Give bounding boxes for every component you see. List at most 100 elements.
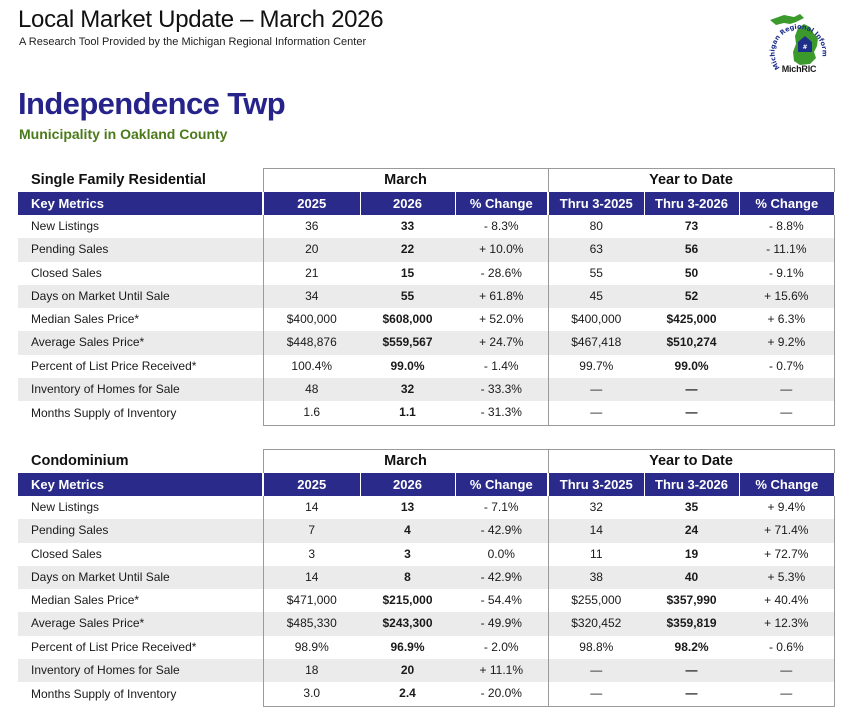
march-change-cell: - 7.1% xyxy=(455,496,549,520)
table-row: Percent of List Price Received* 100.4% 99.… xyxy=(18,354,835,379)
march-2026-cell: $215,000 xyxy=(382,593,433,608)
group-header-row: Condominium March Year to Date xyxy=(18,449,835,473)
section-label: Condominium xyxy=(18,449,263,473)
ytd-2025-cell: — xyxy=(548,682,645,707)
col-thru-2026: Thru 3-2026 xyxy=(643,473,740,496)
metric-name-cell: Inventory of Homes for Sale xyxy=(18,659,263,683)
metric-name-cell: New Listings xyxy=(31,219,100,233)
table-row: Average Sales Price* $485,330 $243,300- 49… xyxy=(18,612,835,636)
march-2026-cell: 8 xyxy=(360,565,455,590)
metric-name-cell: Pending Sales xyxy=(18,238,263,262)
table-row: Percent of List Price Received* 98.9% 96.9… xyxy=(18,635,835,660)
march-change-cell: - 42.9% xyxy=(455,519,549,543)
logo-brand-text: MichRIC xyxy=(781,64,817,74)
march-2026-cell: 13 xyxy=(400,500,415,514)
ytd-2025-cell: $320,452 xyxy=(548,612,645,636)
metric-name-cell: Closed Sales xyxy=(31,265,102,280)
ytd-2026-cell: — xyxy=(644,659,740,683)
march-2025-cell: 48 xyxy=(262,378,360,402)
march-change-cell: + 61.8% xyxy=(455,284,549,309)
col-month-change: % Change xyxy=(454,473,549,496)
table-row: Closed Sales 3 3 0.0% 11 19 + 72.7% xyxy=(18,542,835,566)
metric-name-cell: Days on Market Until Sale xyxy=(18,565,263,590)
ytd-change-cell: + 15.6% xyxy=(739,284,835,309)
col-thru-2025: Thru 3-2025 xyxy=(547,192,645,215)
ytd-change-cell: + 72.7% xyxy=(739,542,835,566)
ytd-change-cell: + 40.4% xyxy=(739,589,835,613)
ytd-2025-cell: 99.7% xyxy=(579,358,614,373)
march-change-cell: - 8.3% xyxy=(455,215,549,239)
table-row: Pending Sales 20 22 + 10.0% 63 56- 11.1% xyxy=(18,238,835,262)
ytd-2026-cell: 35 xyxy=(684,500,699,514)
ytd-change-cell: + 71.4% xyxy=(739,519,835,543)
march-2026-cell: 96.9% xyxy=(390,639,425,654)
ytd-2025-cell: 32 xyxy=(589,500,603,514)
march-2025-cell: 3 xyxy=(262,542,360,566)
ytd-change-cell: + 9.4% xyxy=(739,496,835,520)
march-2026-cell: 15 xyxy=(400,265,415,280)
ytd-change-cell: + 5.3% xyxy=(739,565,835,590)
ytd-2025-cell: 45 xyxy=(548,284,645,309)
march-change-cell: 0.0% xyxy=(455,542,549,566)
group-march: March xyxy=(262,168,549,192)
march-2025-cell: $485,330 xyxy=(262,612,360,636)
ytd-change-cell: - 9.1% xyxy=(739,261,835,285)
march-2025-cell: 3.0 xyxy=(262,682,360,707)
table-row: Closed Sales 21 15 - 28.6% 55 50 - 9.1% xyxy=(18,261,835,285)
ytd-2025-cell: — xyxy=(548,659,645,683)
col-2025: 2025 xyxy=(262,473,360,496)
group-march: March xyxy=(262,449,549,473)
ytd-2026-cell: 24 xyxy=(644,519,740,543)
table-row: Median Sales Price* $400,000 $608,000 + 52.… xyxy=(18,308,835,332)
ytd-2025-cell: 55 xyxy=(589,265,603,280)
march-2026-cell: 99.0% xyxy=(390,358,425,373)
ytd-2025-cell: 14 xyxy=(548,519,645,543)
ytd-change-cell: - 8.8% xyxy=(739,215,835,239)
metric-name-cell: New Listings xyxy=(31,500,100,514)
march-2026-cell: 33 xyxy=(400,219,415,233)
march-2026-cell: 2.4 xyxy=(360,682,455,707)
march-change-cell: - 31.3% xyxy=(455,401,549,426)
report-subtitle: A Research Tool Provided by the Michigan… xyxy=(19,36,367,48)
ytd-2025-cell: $255,000 xyxy=(571,593,622,608)
metric-name-cell: Months Supply of Inventory xyxy=(31,405,177,420)
ytd-change-cell: - 0.6% xyxy=(739,635,835,660)
march-change-cell: - 20.0% xyxy=(455,682,549,707)
house-icon xyxy=(798,36,812,52)
metric-name-cell: Days on Market Until Sale xyxy=(18,284,263,309)
ytd-change-cell: + 9.2% xyxy=(739,331,835,355)
area-name: Independence Twp xyxy=(18,86,286,121)
metric-name-cell: Average Sales Price* xyxy=(18,331,263,355)
metric-name-cell: Median Sales Price* xyxy=(31,312,140,327)
table-row: Inventory of Homes for Sale 18 20 + 11.1% — —… xyxy=(18,659,835,683)
table-row: Pending Sales 7 4- 42.9% 14 24 + 71.4% xyxy=(18,519,835,543)
ytd-change-cell: + 6.3% xyxy=(739,308,835,332)
march-2025-cell: $400,000 xyxy=(262,308,360,332)
table-row: Days on Market Until Sale 34 55 + 61.8% 45 52… xyxy=(18,284,835,309)
michric-logo: # Michigan Regional Information Center xyxy=(760,6,829,71)
march-2026-cell: $243,300 xyxy=(360,612,455,636)
table-row: New Listings 14 13 - 7.1% 32 35 + 9.4% xyxy=(18,496,835,520)
march-2026-cell: $608,000 xyxy=(382,312,433,327)
ytd-2026-cell: 50 xyxy=(684,265,699,280)
march-change-cell: + 11.1% xyxy=(455,659,549,683)
march-2025-cell: 98.9% xyxy=(262,635,360,660)
ytd-2025-cell: — xyxy=(548,401,645,426)
ytd-2025-cell: 63 xyxy=(548,238,645,262)
metric-name-cell: Average Sales Price* xyxy=(18,612,263,636)
ytd-change-cell: — xyxy=(739,378,835,402)
svg-text:#: # xyxy=(802,44,807,51)
col-ytd-change: % Change xyxy=(738,473,835,496)
col-key-metrics: Key Metrics xyxy=(18,473,263,496)
table-row: Inventory of Homes for Sale 48 32- 33.3% — —… xyxy=(18,378,835,402)
col-2026: 2026 xyxy=(359,192,455,215)
ytd-2026-cell: — xyxy=(644,682,740,707)
march-2025-cell: $448,876 xyxy=(262,331,360,355)
ytd-2026-cell: $359,819 xyxy=(644,612,740,636)
metric-name-cell: Percent of List Price Received* xyxy=(31,639,197,654)
group-header-row: Single Family Residential March Year to … xyxy=(18,168,835,192)
ytd-2026-cell: 73 xyxy=(684,219,699,233)
area-description: Municipality in Oakland County xyxy=(19,126,228,142)
section-label: Single Family Residential xyxy=(18,168,263,192)
march-2026-cell: 4 xyxy=(360,519,455,543)
